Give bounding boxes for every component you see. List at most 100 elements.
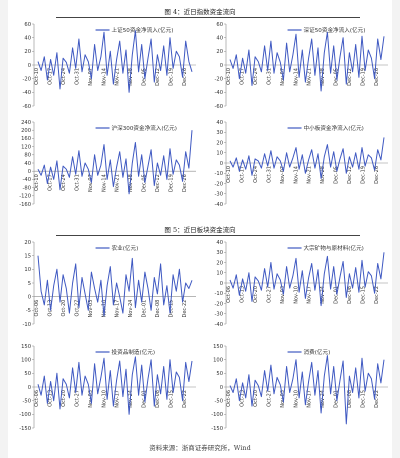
x-tick-label: Nov-07 bbox=[88, 174, 94, 192]
y-tick-label: -30 bbox=[215, 312, 223, 318]
y-tick-label: 15 bbox=[24, 253, 31, 259]
y-tick-label: 20 bbox=[216, 49, 223, 55]
x-tick-label: Oct-10 bbox=[34, 68, 40, 85]
y-tick-label: -10 bbox=[215, 291, 223, 297]
y-tick-label: -50 bbox=[23, 398, 31, 404]
x-tick-label: Oct-27 bbox=[74, 390, 80, 407]
y-tick-label: -20 bbox=[23, 76, 31, 82]
x-tick-label: Dec-15 bbox=[169, 390, 175, 408]
x-tick-label: Dec-15 bbox=[169, 300, 175, 318]
y-tick-label: -30 bbox=[215, 192, 223, 198]
x-tick-label: Dec-22 bbox=[182, 300, 188, 318]
x-tick-label: Nov-03 bbox=[88, 300, 94, 318]
y-tick-label: 150 bbox=[21, 344, 31, 350]
y-tick-label: 20 bbox=[216, 140, 223, 146]
x-tick-label: Oct-06 bbox=[226, 390, 232, 407]
x-tick-label: Oct-17 bbox=[47, 68, 53, 85]
x-tick-label: Oct-17 bbox=[239, 68, 245, 85]
y-tick-label: -20 bbox=[215, 76, 223, 82]
x-tick-label: Oct-06 bbox=[34, 300, 40, 317]
y-tick-label: 50 bbox=[24, 371, 31, 377]
legend-label: 投资品制造(亿元) bbox=[112, 348, 156, 356]
y-tick-label: 0 bbox=[28, 385, 31, 391]
y-tick-label: 40 bbox=[24, 161, 31, 167]
chart-panel-3: -160 -120 -80 -40 0 40 80 120 160 200 240 Oct-10 Oct… bbox=[19, 120, 196, 208]
y-tick-label: -40 bbox=[23, 177, 31, 183]
x-tick-label: Oct-10 bbox=[226, 68, 232, 85]
x-tick-label: Oct-31 bbox=[74, 174, 80, 191]
x-tick-label: Dec-05 bbox=[334, 166, 340, 184]
y-tick-label: -150 bbox=[19, 426, 31, 432]
x-tick-label: Dec-26 bbox=[182, 68, 188, 86]
y-tick-label: 10 bbox=[216, 151, 223, 157]
x-tick-label: Oct-06 bbox=[34, 390, 40, 407]
y-tick-label: -20 bbox=[215, 301, 223, 307]
x-tick-label: Dec-22 bbox=[374, 390, 380, 408]
chart-panel-8: -150 -100 -50 0 50 100 150 Oct-06 Oct-13 Oct-20 Oc… bbox=[211, 344, 388, 432]
x-tick-label: Nov-14 bbox=[101, 174, 107, 192]
y-tick-label: -40 bbox=[215, 322, 223, 328]
y-tick-label: 10 bbox=[216, 271, 223, 277]
chart-panel-6: -40 -30 -20 -10 0 10 20 30 40 Oct-06 Oct-13 Oct-20 O… bbox=[215, 240, 388, 328]
figure-5-rule bbox=[56, 235, 360, 236]
x-tick-label: Dec-08 bbox=[155, 390, 161, 408]
x-tick-label: Nov-28 bbox=[128, 68, 134, 86]
y-tick-label: 0 bbox=[220, 63, 223, 69]
series-line bbox=[37, 130, 193, 195]
x-tick-label: Nov-14 bbox=[101, 68, 107, 86]
x-tick-label: Oct-20 bbox=[61, 390, 67, 407]
y-tick-label: 0 bbox=[220, 161, 223, 167]
y-tick-label: 30 bbox=[216, 250, 223, 256]
legend-label: 沪深300资金净流入(亿元) bbox=[112, 124, 177, 132]
chart-panel-2: -60 -40 -20 0 20 40 60 Oct-10 Oct-17 Oct-24 Oct-31… bbox=[215, 22, 388, 110]
y-tick-label: 100 bbox=[213, 357, 223, 363]
x-tick-label: Nov-28 bbox=[320, 68, 326, 86]
x-tick-label: Oct-17 bbox=[47, 174, 53, 191]
x-tick-label: Oct-13 bbox=[239, 390, 245, 407]
y-tick-label: -150 bbox=[211, 426, 223, 432]
report-page: 图 4：近日指数资金流向 图 5：近日板块资金流向 -60 -40 -20 0 20 40… bbox=[8, 0, 392, 458]
x-tick-label: Dec-26 bbox=[374, 166, 380, 184]
y-tick-label: -100 bbox=[19, 412, 31, 418]
y-tick-label: 20 bbox=[216, 260, 223, 266]
x-tick-label: Nov-28 bbox=[128, 174, 134, 192]
x-tick-label: Oct-24 bbox=[253, 166, 259, 183]
x-tick-label: Nov-17 bbox=[307, 286, 313, 304]
x-tick-label: Dec-08 bbox=[347, 390, 353, 408]
chart-panel-7: -150 -100 -50 0 50 100 150 Oct-06 Oct-13 Oct-20 Oc… bbox=[19, 344, 196, 432]
x-tick-label: Dec-19 bbox=[169, 68, 175, 86]
x-tick-label: Oct-20 bbox=[253, 286, 259, 303]
x-tick-label: Oct-27 bbox=[266, 390, 272, 407]
x-tick-label: Oct-24 bbox=[253, 68, 259, 85]
legend-label: 消费(亿元) bbox=[304, 348, 331, 356]
figure-5-title: 图 5：近日板块资金流向 bbox=[164, 226, 236, 234]
x-tick-label: Dec-01 bbox=[334, 286, 340, 304]
y-tick-label: 50 bbox=[216, 371, 223, 377]
y-tick-label: -20 bbox=[215, 181, 223, 187]
x-tick-label: Dec-12 bbox=[155, 68, 161, 86]
x-tick-label: Oct-13 bbox=[47, 390, 53, 407]
y-tick-label: -10 bbox=[23, 322, 31, 328]
y-tick-label: -40 bbox=[215, 202, 223, 208]
x-tick-label: Oct-31 bbox=[74, 68, 80, 85]
y-tick-label: -160 bbox=[19, 202, 31, 208]
series-line bbox=[37, 30, 193, 93]
x-tick-label: Oct-20 bbox=[253, 390, 259, 407]
y-tick-label: 0 bbox=[28, 63, 31, 69]
source-note: 资料来源：浙商证券研究所，Wind bbox=[149, 444, 251, 452]
y-tick-label: 10 bbox=[24, 267, 31, 273]
x-tick-label: Oct-10 bbox=[34, 174, 40, 191]
x-tick-label: Dec-19 bbox=[361, 68, 367, 86]
charts-canvas: -60 -40 -20 0 20 40 60 Oct-10 Oct-17 Oct-24 Oct-31… bbox=[19, 22, 388, 432]
x-tick-label: Nov-17 bbox=[307, 390, 313, 408]
x-tick-label: Nov-03 bbox=[280, 286, 286, 304]
x-tick-label: Nov-10 bbox=[101, 390, 107, 408]
y-tick-label: -40 bbox=[215, 90, 223, 96]
y-tick-label: -120 bbox=[19, 194, 31, 200]
legend-label: 大宗矿物与原材料(亿元) bbox=[304, 244, 364, 252]
y-tick-label: 0 bbox=[220, 385, 223, 391]
x-tick-label: Nov-24 bbox=[128, 300, 134, 318]
y-tick-label: 20 bbox=[24, 240, 31, 246]
x-tick-label: Dec-22 bbox=[182, 390, 188, 408]
